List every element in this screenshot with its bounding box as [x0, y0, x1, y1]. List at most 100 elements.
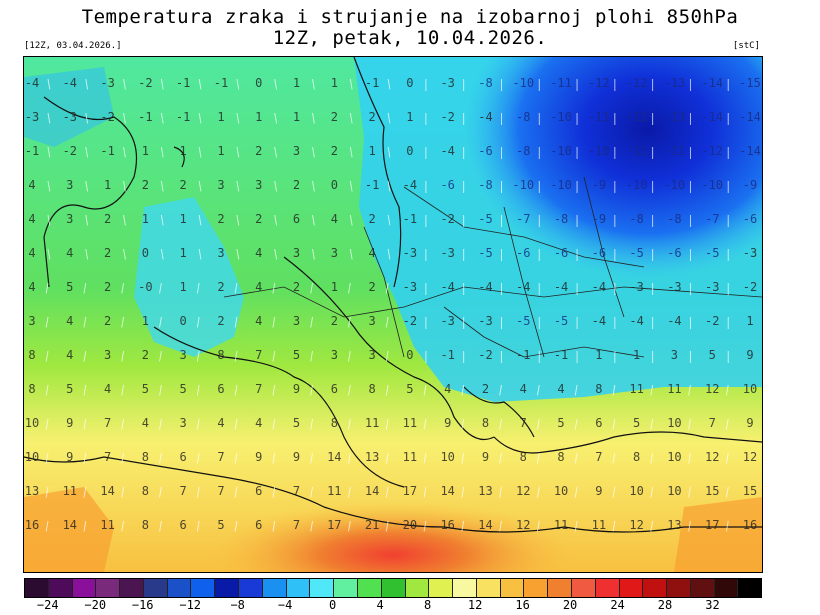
- value-label: 3: [28, 314, 35, 328]
- scale-swatch: [96, 579, 121, 597]
- value-label: 5: [293, 348, 300, 362]
- value-label: -4: [667, 314, 681, 328]
- value-label: 11: [629, 382, 643, 396]
- wind-arrow: [160, 78, 164, 90]
- value-label: -3: [440, 76, 454, 90]
- value-label: -1: [516, 348, 530, 362]
- wind-arrow: [83, 282, 87, 294]
- value-label: -5: [478, 246, 492, 260]
- wind-arrow: [348, 384, 351, 396]
- value-label: -11: [588, 110, 610, 124]
- value-label: 4: [217, 416, 224, 430]
- warm-corner-se: [674, 497, 762, 572]
- value-label: -2: [440, 212, 454, 226]
- value-label: 7: [520, 416, 527, 430]
- value-label: 1: [406, 110, 413, 124]
- scale-tick-label: 4: [376, 598, 384, 612]
- wind-arrow: [121, 486, 125, 498]
- chart-subtitle: 12Z, petak, 10.04.2026.: [272, 27, 548, 49]
- value-label: -1: [176, 76, 190, 90]
- value-label: 5: [293, 416, 300, 430]
- wind-arrow: [574, 452, 578, 464]
- wind-arrow: [688, 418, 691, 430]
- value-label: -3: [440, 246, 454, 260]
- wind-arrow: [348, 486, 351, 498]
- scale-swatch: [167, 579, 192, 597]
- wind-arrow: [274, 214, 277, 226]
- wind-arrow: [537, 452, 540, 464]
- wind-arrow: [123, 112, 126, 124]
- scale-swatch: [120, 579, 144, 597]
- value-label: 8: [142, 518, 149, 532]
- value-label: 2: [217, 212, 224, 226]
- value-label: -3: [667, 280, 681, 294]
- wind-arrow: [196, 282, 200, 294]
- wind-arrow: [348, 452, 351, 464]
- scale-swatch: [72, 579, 97, 597]
- scale-tick-label: 28: [657, 598, 673, 612]
- value-label: -6: [516, 246, 530, 260]
- value-label: 5: [633, 416, 640, 430]
- wind-arrow: [121, 520, 125, 532]
- wind-arrow: [198, 146, 202, 158]
- value-label: -5: [705, 246, 719, 260]
- scale-tick-label: −24: [36, 598, 59, 612]
- wind-arrow: [688, 486, 691, 498]
- value-label: 1: [293, 76, 300, 90]
- value-label: 5: [709, 348, 716, 362]
- value-label: -4: [440, 144, 454, 158]
- value-label: 4: [368, 246, 375, 260]
- scale-swatch: [643, 579, 668, 597]
- wind-arrow: [312, 180, 315, 192]
- value-label: 3: [217, 178, 224, 192]
- value-label: 17: [403, 484, 417, 498]
- value-label: 10: [743, 382, 757, 396]
- scale-tick-label: 8: [423, 598, 432, 612]
- value-label: 5: [66, 382, 73, 396]
- value-label: 8: [595, 382, 602, 396]
- value-label: 12: [705, 382, 719, 396]
- scale-tick-label: 32: [705, 598, 720, 612]
- wind-arrow: [47, 78, 51, 90]
- country-borders: [223, 176, 762, 358]
- value-label: 0: [406, 348, 413, 362]
- wind-arrow: [45, 452, 49, 464]
- value-label: 8: [633, 450, 640, 464]
- wind-arrow: [121, 316, 125, 328]
- cold-lobe-west: [134, 197, 244, 357]
- wind-arrow: [123, 180, 126, 192]
- cold-tongue-scandinavia: [24, 67, 114, 147]
- wind-arrow: [537, 486, 540, 498]
- value-label: 1: [180, 144, 187, 158]
- wind-arrow: [349, 112, 353, 124]
- value-label: -4: [403, 178, 417, 192]
- wind-arrow: [310, 384, 313, 396]
- wind-arrow: [385, 520, 389, 532]
- value-label: 5: [180, 382, 187, 396]
- scale-tick-label: 12: [467, 598, 483, 612]
- value-label: -4: [592, 280, 606, 294]
- value-label: 0: [331, 178, 338, 192]
- value-label: -8: [554, 212, 568, 226]
- value-label: 4: [255, 280, 262, 294]
- value-label: 0: [406, 144, 413, 158]
- wind-arrow: [612, 520, 616, 532]
- wind-arrow: [196, 520, 200, 532]
- value-label: 4: [66, 246, 73, 260]
- wind-arrow: [272, 350, 276, 362]
- value-label: -4: [592, 314, 606, 328]
- wind-arrow: [160, 180, 164, 192]
- value-label: -4: [440, 280, 454, 294]
- value-label: 10: [667, 450, 681, 464]
- value-label: 4: [142, 416, 149, 430]
- value-label: -1: [365, 178, 379, 192]
- value-label: -3: [743, 246, 757, 260]
- value-label: 4: [255, 416, 262, 430]
- warm-corner-sw: [24, 487, 114, 572]
- value-label: -13: [664, 76, 686, 90]
- wind-arrow: [121, 418, 125, 430]
- wind-arrow: [274, 78, 277, 90]
- wind-arrow: [272, 282, 276, 294]
- wind-arrow: [688, 452, 691, 464]
- value-label: -5: [516, 314, 530, 328]
